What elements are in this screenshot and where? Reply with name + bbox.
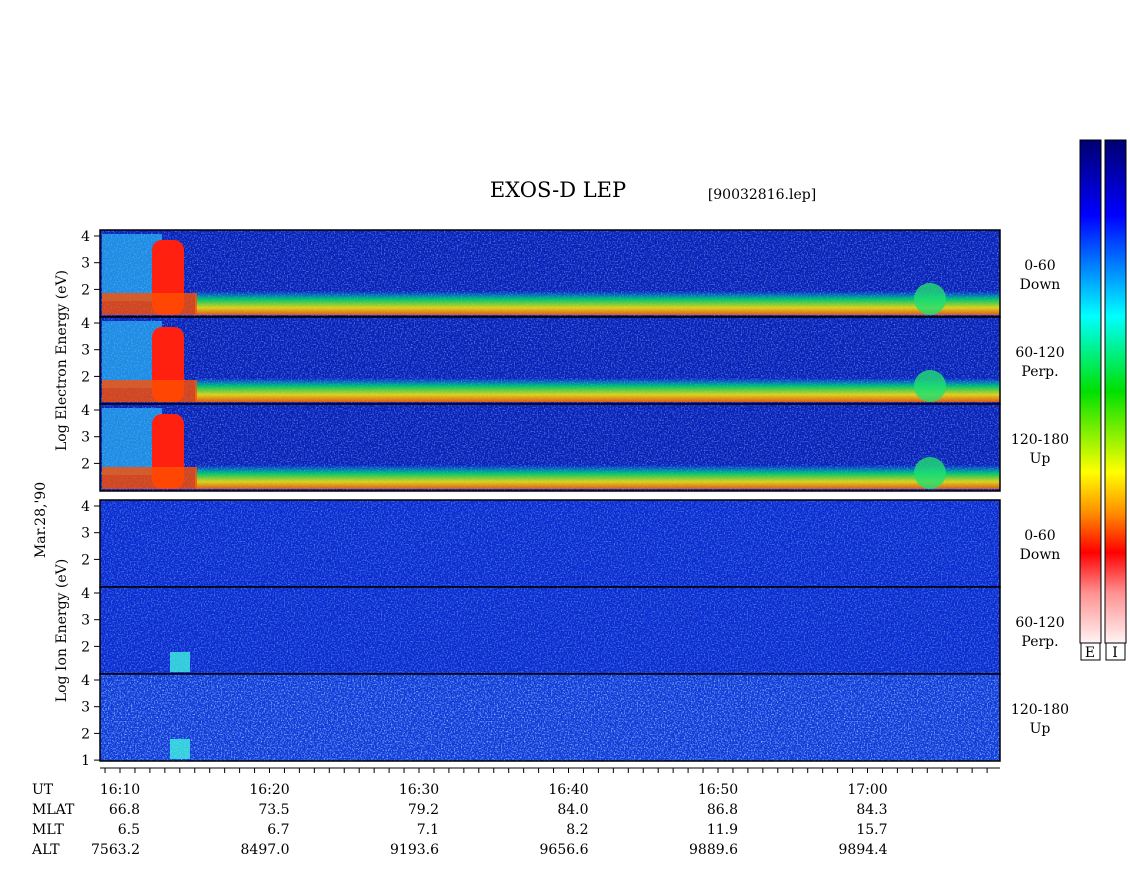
y-tick-label: 4 <box>81 586 90 602</box>
y-tick-label: 3 <box>81 613 90 629</box>
orbit-value: 9193.6 <box>390 842 439 858</box>
orbit-value: 11.9 <box>707 822 738 838</box>
panel-label: 120-180 <box>1011 702 1069 718</box>
y-tick-label: 2 <box>81 726 90 742</box>
y-tick-label: 3 <box>81 430 90 446</box>
orbit-value: 9656.6 <box>540 842 589 858</box>
y-tick-label: 4 <box>81 229 90 245</box>
orbit-value: 15.7 <box>856 822 887 838</box>
orbit-value: 8497.0 <box>241 842 290 858</box>
y-axis-label: Log Ion Energy (eV) <box>54 559 70 702</box>
orbit-value: 9894.4 <box>839 842 888 858</box>
y-tick-label: 2 <box>81 639 90 655</box>
panel-label: 0-60 <box>1024 258 1055 274</box>
orbit-value: 6.7 <box>267 822 289 838</box>
orbit-value: 9889.6 <box>689 842 738 858</box>
orbit-value: 79.2 <box>408 802 439 818</box>
spectrogram-burst <box>914 283 946 315</box>
spectrogram-band <box>195 465 1000 489</box>
orbit-value: 73.5 <box>258 802 289 818</box>
spectrogram-burst <box>914 457 946 489</box>
y-tick-label: 3 <box>81 700 90 716</box>
spectrogram-band <box>195 378 1000 402</box>
panel-label: Down <box>1020 547 1061 563</box>
spectrogram-burst <box>102 467 197 489</box>
y-tick-label: 1 <box>81 753 90 769</box>
orbit-value: 7.1 <box>417 822 439 838</box>
y-tick-label: 3 <box>81 256 90 272</box>
y-tick-label: 2 <box>81 282 90 298</box>
y-tick-label: 2 <box>81 456 90 472</box>
y-tick-label: 3 <box>81 343 90 359</box>
orbit-value: 66.8 <box>109 802 140 818</box>
time-label: 16:10 <box>100 782 140 798</box>
y-axis-label: Log Electron Energy (eV) <box>54 270 70 451</box>
panel-label: 120-180 <box>1011 432 1069 448</box>
spectrogram-burst <box>914 370 946 402</box>
panel-label: Up <box>1030 721 1051 737</box>
orbit-value: 84.0 <box>557 802 588 818</box>
panel-label: Down <box>1020 277 1061 293</box>
panel-frame <box>99 403 1001 492</box>
file-name: [90032816.lep] <box>708 187 816 203</box>
time-label: 16:30 <box>399 782 439 798</box>
y-tick-label: 4 <box>81 499 90 515</box>
panel-label: Up <box>1030 451 1051 467</box>
row-label: MLAT <box>32 802 75 818</box>
panel-label: 0-60 <box>1024 528 1055 544</box>
spectrogram-noise <box>100 587 1000 674</box>
spectrogram-burst <box>102 380 197 402</box>
row-label: ALT <box>31 842 60 858</box>
spectrogram-noise <box>100 500 1000 587</box>
y-tick-label: 4 <box>81 403 90 419</box>
colorbar-label-box <box>1080 642 1101 661</box>
y-tick-label: 4 <box>81 316 90 332</box>
spectrogram-burst <box>102 293 197 315</box>
row-label: MLT <box>32 822 64 838</box>
orbit-value: 8.2 <box>566 822 588 838</box>
orbit-value: 84.3 <box>856 802 887 818</box>
colorbar-label: E <box>1085 645 1095 661</box>
y-tick-label: 2 <box>81 552 90 568</box>
panel-label: 60-120 <box>1015 615 1064 631</box>
time-label: 16:50 <box>698 782 738 798</box>
colorbar-label: I <box>1112 645 1118 661</box>
time-label: 17:00 <box>847 782 887 798</box>
y-tick-label: 3 <box>81 526 90 542</box>
panel-frame <box>99 673 1001 762</box>
colorbar <box>1079 139 1102 644</box>
y-tick-label: 2 <box>81 369 90 385</box>
colorbar-label-box <box>1105 642 1126 661</box>
panel-label: Perp. <box>1021 634 1058 650</box>
orbit-value: 7563.2 <box>91 842 140 858</box>
orbit-value: 6.5 <box>118 822 140 838</box>
orbit-value: 86.8 <box>707 802 738 818</box>
time-label: 16:20 <box>249 782 289 798</box>
colorbar <box>1104 139 1127 644</box>
y-tick-label: 4 <box>81 673 90 689</box>
panel-label: Perp. <box>1021 364 1058 380</box>
spectrogram-noise <box>100 674 1000 761</box>
title: EXOS-D LEP <box>490 178 626 202</box>
panel-label: 60-120 <box>1015 345 1064 361</box>
spectrogram-burst <box>170 652 190 672</box>
row-label: UT <box>32 782 54 798</box>
time-label: 16:40 <box>548 782 588 798</box>
date: Mar.28,'90 <box>33 482 49 558</box>
spectrogram-band <box>195 291 1000 315</box>
spectrogram-burst <box>170 739 190 759</box>
